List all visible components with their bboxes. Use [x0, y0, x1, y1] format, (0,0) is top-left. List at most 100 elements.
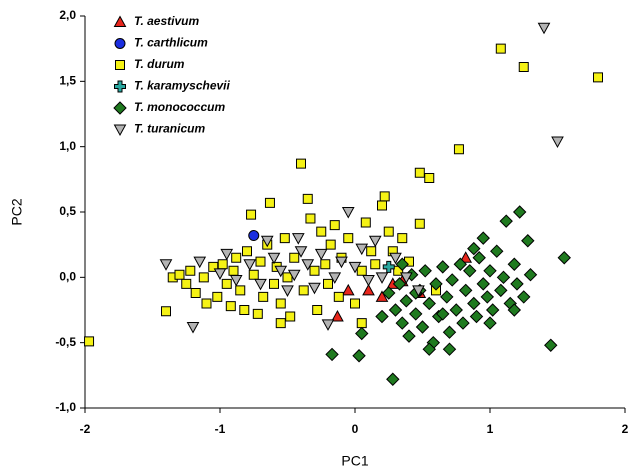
point [296, 158, 306, 169]
legend-marker [114, 80, 126, 93]
point [375, 309, 389, 324]
point [281, 285, 294, 297]
point [355, 243, 369, 256]
x-tick-label: -2 [80, 422, 91, 436]
point [467, 296, 481, 311]
point [84, 336, 95, 347]
point [252, 308, 263, 319]
point [382, 286, 396, 300]
y-tick-label: 2,0 [59, 8, 76, 22]
point [248, 230, 260, 242]
point [496, 270, 511, 285]
point [458, 283, 473, 298]
point [302, 193, 313, 204]
point [279, 233, 290, 244]
point [325, 347, 339, 362]
point [388, 303, 403, 317]
point [287, 269, 301, 282]
point [436, 260, 450, 274]
point [415, 320, 430, 334]
point [453, 257, 468, 271]
point [243, 259, 257, 271]
point [557, 251, 571, 265]
legend-marker [114, 38, 126, 49]
point [386, 372, 400, 386]
point [366, 246, 377, 257]
point [298, 285, 309, 296]
point [186, 321, 200, 334]
point [483, 264, 497, 278]
point [185, 265, 196, 276]
point [412, 285, 425, 297]
point [254, 278, 267, 291]
point [355, 326, 369, 341]
point [274, 265, 288, 278]
point [459, 251, 473, 263]
point [517, 290, 531, 304]
point [325, 239, 336, 250]
point [285, 311, 296, 322]
point [190, 288, 201, 299]
point [159, 259, 173, 271]
point [320, 259, 331, 270]
point [242, 246, 252, 257]
point [494, 283, 508, 298]
point [480, 290, 495, 304]
y-tick-label: 0,0 [59, 270, 76, 284]
point [350, 298, 360, 309]
y-tick-label: 1,0 [59, 139, 76, 153]
point [174, 269, 185, 280]
point [424, 173, 435, 184]
point [521, 234, 535, 248]
point [291, 233, 305, 245]
point [436, 307, 450, 321]
point [309, 265, 320, 276]
legend-marker [113, 101, 127, 115]
point [429, 277, 443, 291]
x-tick-label: 1 [487, 422, 494, 436]
point [312, 305, 323, 315]
point [248, 269, 259, 280]
point [463, 264, 477, 278]
point [193, 256, 207, 269]
point [449, 303, 463, 317]
point [395, 316, 409, 330]
legend-marker [115, 60, 125, 70]
point [418, 264, 432, 278]
point [308, 282, 321, 295]
point [275, 298, 286, 309]
point [225, 301, 236, 312]
point [231, 252, 242, 263]
point [343, 233, 354, 244]
point [512, 205, 527, 219]
point [264, 197, 275, 208]
point [362, 274, 375, 287]
point [483, 316, 497, 330]
point [476, 277, 490, 291]
point [328, 272, 342, 284]
point [323, 278, 333, 289]
point [305, 213, 316, 224]
point [356, 265, 367, 276]
point [442, 325, 457, 339]
point [507, 303, 522, 317]
legend-marker [113, 15, 127, 27]
point [217, 259, 228, 270]
point [212, 291, 223, 302]
x-axis-label: PC1 [341, 453, 368, 469]
point [414, 167, 425, 178]
point [409, 307, 423, 321]
point [375, 290, 389, 302]
point [362, 283, 375, 296]
point [490, 244, 504, 258]
point [476, 231, 490, 245]
legend-label: T. carthlicum [134, 36, 208, 50]
point [544, 338, 558, 352]
point [399, 294, 414, 308]
point [389, 252, 402, 265]
point [469, 309, 484, 324]
point [239, 305, 250, 315]
point [422, 342, 436, 356]
y-tick-label: 0,5 [59, 204, 76, 218]
point [221, 278, 232, 289]
